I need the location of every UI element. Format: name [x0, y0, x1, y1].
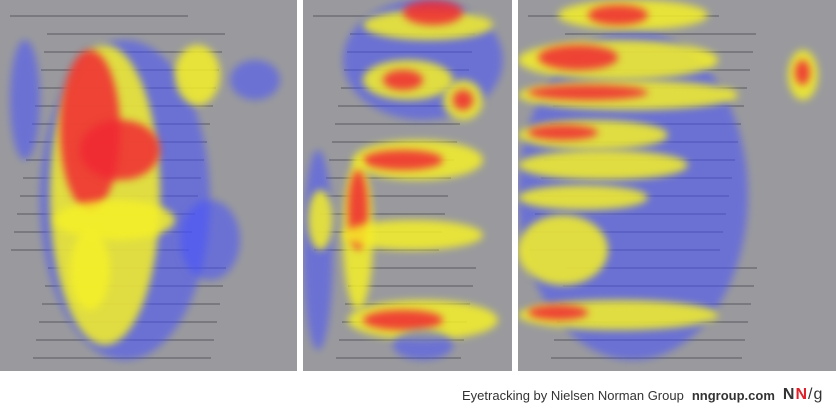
- heat-spot: [393, 330, 453, 360]
- page-text-line: [10, 15, 189, 17]
- heat-spot: [538, 45, 618, 70]
- page-text-line: [351, 267, 477, 269]
- heat-spot: [518, 215, 608, 285]
- heatmap-panel-left: [0, 0, 297, 371]
- page-text-line: [336, 357, 462, 359]
- heat-spot: [180, 200, 240, 280]
- heat-spot: [70, 230, 110, 310]
- nng-logo: NN/g: [782, 386, 824, 403]
- heat-spot: [383, 70, 423, 90]
- heat-spot: [10, 40, 40, 160]
- heat-spot: [343, 220, 483, 250]
- heat-spot: [518, 150, 688, 180]
- heat-spot: [55, 200, 175, 240]
- heat-spot: [175, 45, 220, 105]
- heat-spot: [528, 85, 648, 100]
- heat-spot: [795, 60, 810, 85]
- heat-spot: [518, 185, 648, 210]
- site-link[interactable]: nngroup.com: [691, 387, 775, 403]
- heat-spot: [528, 125, 598, 140]
- heat-spot: [363, 310, 443, 330]
- heat-spot: [363, 150, 443, 170]
- heat-spot: [230, 60, 280, 100]
- heat-spot: [403, 0, 463, 25]
- page-text-line: [320, 213, 446, 215]
- heatmap-panel-right: [518, 0, 836, 371]
- page-text-line: [348, 285, 474, 287]
- heat-spot: [588, 5, 648, 25]
- caption-text: Eyetracking by Nielsen Norman Group: [462, 387, 684, 403]
- heat-spot: [308, 190, 333, 250]
- page-text-line: [335, 123, 461, 125]
- caption: Eyetracking by Nielsen Norman Group nngr…: [462, 386, 823, 404]
- page-text-line: [314, 249, 440, 251]
- page-text-line: [47, 33, 226, 35]
- page-text-line: [323, 195, 449, 197]
- heatmap-panel-middle: [303, 0, 512, 371]
- heat-spot: [80, 120, 160, 180]
- heat-spot: [303, 150, 333, 350]
- heat-spot: [528, 305, 588, 320]
- heat-spot: [453, 90, 473, 110]
